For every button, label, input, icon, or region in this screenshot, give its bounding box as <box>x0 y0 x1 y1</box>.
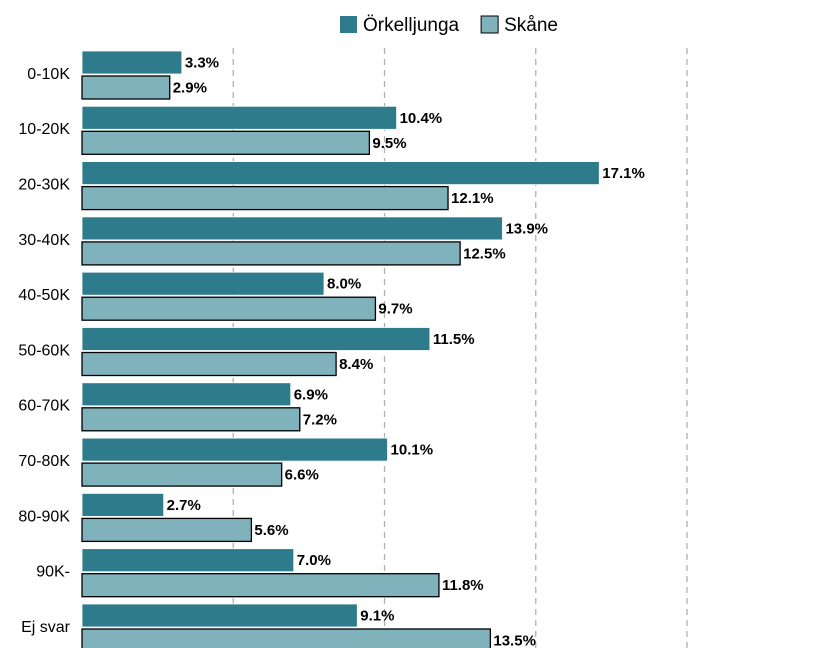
y-tick-label: 30-40K <box>18 232 70 249</box>
bar <box>81 271 325 296</box>
bar <box>81 382 292 407</box>
y-tick-label: 80-90K <box>18 508 70 525</box>
legend-swatch <box>340 16 357 33</box>
y-tick-label: 90K- <box>36 564 70 581</box>
bar <box>81 407 301 432</box>
legend-swatch <box>480 15 499 34</box>
bar <box>81 50 183 75</box>
legend-label: Örkelljunga <box>363 15 460 36</box>
bar <box>81 517 253 543</box>
bar <box>81 492 165 517</box>
bar <box>81 296 377 321</box>
bar <box>81 327 431 351</box>
value-label: 9.7% <box>378 301 412 318</box>
bar <box>81 105 398 130</box>
bar <box>81 241 461 266</box>
value-label: 11.5% <box>433 331 475 348</box>
value-label: 11.8% <box>442 577 484 594</box>
value-label: 9.5% <box>372 135 406 152</box>
bar <box>81 130 371 155</box>
value-label: 13.9% <box>505 220 548 237</box>
bar <box>81 161 600 186</box>
value-label: 8.0% <box>327 276 361 293</box>
value-label: 2.9% <box>173 79 207 96</box>
y-tick-label: 50-60K <box>18 342 70 359</box>
bar <box>81 462 283 487</box>
bar <box>81 437 388 462</box>
bar <box>81 351 337 377</box>
value-label: 6.6% <box>285 467 319 484</box>
value-label: 10.1% <box>391 442 434 459</box>
value-label: 7.2% <box>303 411 337 428</box>
value-label: 7.0% <box>297 552 331 569</box>
value-label: 12.1% <box>451 190 494 207</box>
bar <box>81 628 492 648</box>
value-label: 2.7% <box>167 497 201 514</box>
value-label: 5.6% <box>254 522 288 539</box>
y-tick-label: 60-70K <box>18 398 70 415</box>
bar <box>81 185 449 211</box>
value-label: 10.4% <box>400 110 443 127</box>
value-label: 9.1% <box>360 607 394 624</box>
value-label: 17.1% <box>602 165 645 182</box>
y-tick-label: Ej svar <box>21 619 71 636</box>
bar <box>81 573 440 598</box>
y-tick-label: 40-50K <box>18 287 70 304</box>
value-label: 8.4% <box>339 356 373 373</box>
y-tick-label: 20-30K <box>18 176 70 193</box>
legend-label: Skåne <box>504 15 558 36</box>
bar <box>81 75 171 100</box>
value-label: 12.5% <box>463 245 506 262</box>
y-tick-label: 10-20K <box>18 121 70 138</box>
value-label: 3.3% <box>185 54 219 71</box>
bar <box>81 603 358 628</box>
value-label: 6.9% <box>294 386 328 403</box>
y-tick-label: 70-80K <box>18 453 70 470</box>
bar <box>81 548 295 573</box>
bar <box>81 216 503 241</box>
value-label: 13.5% <box>493 632 536 648</box>
y-tick-label: 0-10K <box>27 66 70 83</box>
